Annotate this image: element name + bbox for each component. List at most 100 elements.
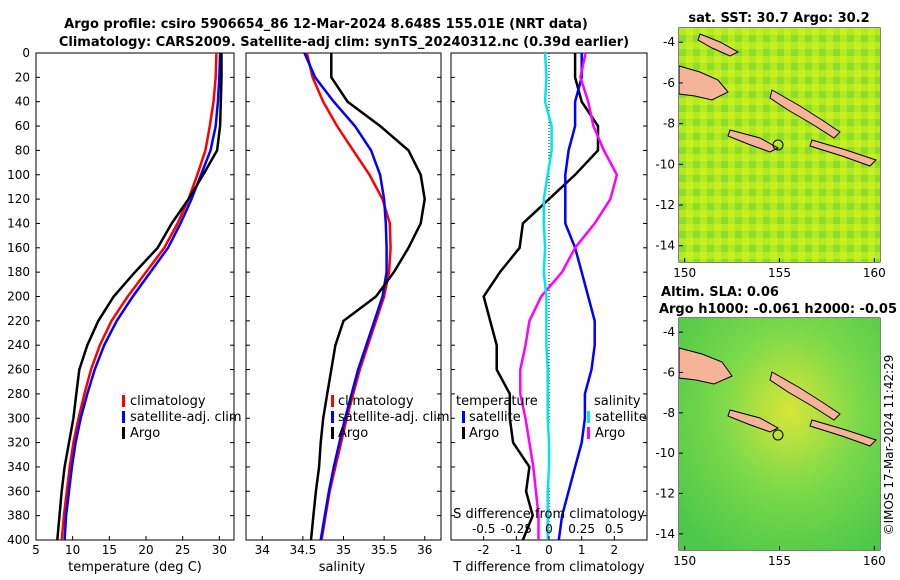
tdiff-x-tick-label: -2 xyxy=(478,543,490,557)
tdiff-x-tick-label: 2 xyxy=(611,543,619,557)
sla-land-bougainville xyxy=(769,371,841,421)
depth-tick-label: 400 xyxy=(7,533,30,547)
legend-climatology: climatology xyxy=(130,394,206,409)
sst-map-field xyxy=(679,28,880,262)
sal-series-line-0 xyxy=(305,52,392,541)
map-lon-tick-label: 150 xyxy=(673,266,696,280)
legend3-sal-satellite: satellite xyxy=(595,410,647,425)
sla-lon-axis: 150 155 160 xyxy=(673,546,886,568)
map-lon-tick-label: 155 xyxy=(768,554,791,568)
legend3-sal-argo: Argo xyxy=(595,426,625,441)
temp-series-line-0 xyxy=(60,52,218,541)
legend-salinity: climatology satellite-adj. clim Argo xyxy=(331,394,450,441)
legend-argo: Argo xyxy=(130,426,160,441)
legend2-swatch-argo xyxy=(331,427,334,439)
map-lat-tick-label: -4 xyxy=(663,325,675,339)
map-lat-tick-label: -8 xyxy=(663,117,675,131)
sst-land xyxy=(678,33,877,167)
sst-land-newguinea xyxy=(678,65,729,101)
sla-map xyxy=(678,317,881,551)
map-lat-tick-label: -4 xyxy=(663,35,675,49)
sal-series-line-1 xyxy=(303,52,388,541)
legend-swatch-argo xyxy=(122,427,125,439)
depth-tick-label: 80 xyxy=(15,143,30,157)
legend2-swatch-climatology xyxy=(331,395,334,407)
legend3-swatch-temp-satellite xyxy=(462,411,465,423)
map-lat-tick-label: -14 xyxy=(655,527,675,541)
legend2-swatch-satellite xyxy=(331,411,334,423)
sla-map-title1: Altim. SLA: 0.06 xyxy=(661,285,779,300)
depth-tick-label: 360 xyxy=(7,484,30,498)
temp-x-tick-label: 30 xyxy=(212,543,227,557)
map-lat-tick-label: -12 xyxy=(655,487,675,501)
legend3-salinity-head: salinity xyxy=(594,394,641,409)
sdiff-x-tick-label: -0.25 xyxy=(501,522,532,536)
sdiff-x-tick-label: 0.25 xyxy=(568,522,595,536)
depth-tick-label: 300 xyxy=(7,411,30,425)
sal-x-tick-label: 35.5 xyxy=(371,543,398,557)
sal-x-tick-label: 36 xyxy=(417,543,432,557)
temp-series-line-1 xyxy=(63,52,222,541)
map-lat-tick-label: -10 xyxy=(655,157,675,171)
map-lon-tick-label: 160 xyxy=(863,554,886,568)
sst-land-bougainville xyxy=(769,89,841,139)
legend2-argo: Argo xyxy=(338,426,368,441)
sal-x-tick-label: 35 xyxy=(336,543,351,557)
depth-tick-label: 20 xyxy=(15,70,30,84)
tdiff-x-tick-label: 1 xyxy=(578,543,586,557)
legend-swatch-satellite xyxy=(122,411,125,423)
diff-series-line-3 xyxy=(542,52,553,540)
sla-land-newguinea xyxy=(678,347,733,385)
diff-series-line-2 xyxy=(519,52,619,540)
sla-land xyxy=(678,347,877,447)
map-lat-tick-label: -6 xyxy=(663,76,675,90)
salinity-axis-label: salinity xyxy=(319,560,366,575)
legend-temperature: climatology satellite-adj. clim Argo xyxy=(122,394,242,441)
legend2-satellite: satellite-adj. clim xyxy=(338,410,450,425)
figure-title-line2: Climatology: CARS2009. Satellite-adj cli… xyxy=(59,35,629,50)
credit-timestamp: ©IMOS 17-Mar-2024 11:42:29 xyxy=(882,355,896,536)
map-lon-tick-label: 155 xyxy=(768,266,791,280)
depth-tick-label: 240 xyxy=(7,338,30,352)
legend-swatch-climatology xyxy=(122,395,125,407)
depth-tick-label: 320 xyxy=(7,436,30,450)
depth-tick-label: 60 xyxy=(15,119,30,133)
salinity-plot: 34 34.5 35 35.5 36 xyxy=(255,52,432,557)
depth-tick-label: 40 xyxy=(15,95,30,109)
map-lon-tick-label: 160 xyxy=(863,266,886,280)
legend3-swatch-sal-argo xyxy=(587,427,590,439)
sdiff-x-tick-label: 0.5 xyxy=(605,522,624,536)
figure-title-line1: Argo profile: csiro 5906654_86 12-Mar-20… xyxy=(64,17,588,32)
sla-land-solomons xyxy=(809,419,877,447)
diff-series-line-1 xyxy=(557,53,596,541)
sal-x-tick-label: 34.5 xyxy=(290,543,317,557)
depth-tick-label: 100 xyxy=(7,168,30,182)
depth-tick-label: 120 xyxy=(7,192,30,206)
temperature-axis-label: temperature (deg C) xyxy=(68,560,202,575)
depth-tick-label: 260 xyxy=(7,363,30,377)
map-lat-tick-label: -6 xyxy=(663,365,675,379)
temp-x-tick-label: 5 xyxy=(32,543,40,557)
sal-series-line-2 xyxy=(309,53,426,541)
map-lat-tick-label: -8 xyxy=(663,406,675,420)
temp-x-tick-label: 15 xyxy=(102,543,117,557)
map-lat-tick-label: -12 xyxy=(655,198,675,212)
depth-tick-label: 280 xyxy=(7,387,30,401)
sla-map-title2: Argo h1000: -0.061 h2000: -0.05 xyxy=(659,302,897,317)
sst-lat-axis: -4 -6 -8 -10 -12 -14 xyxy=(655,35,683,253)
map-lat-tick-label: -10 xyxy=(655,446,675,460)
salinity-panel xyxy=(245,52,442,541)
temp-x-tick-label: 20 xyxy=(138,543,153,557)
sal-x-tick-label: 34 xyxy=(255,543,270,557)
legend-difference: temperature satellite Argo salinity sate… xyxy=(456,394,647,441)
t-diff-axis-label: T difference from climatology xyxy=(452,560,645,575)
depth-tick-label: 220 xyxy=(7,314,30,328)
depth-tick-label: 380 xyxy=(7,509,30,523)
legend3-temp-satellite: satellite xyxy=(469,410,521,425)
sst-land-islet xyxy=(727,129,780,153)
sst-lon-axis: 150 155 160 xyxy=(673,258,886,280)
temp-series-line-2 xyxy=(56,53,223,541)
depth-tick-label: 0 xyxy=(22,46,30,60)
depth-tick-label: 200 xyxy=(7,290,30,304)
